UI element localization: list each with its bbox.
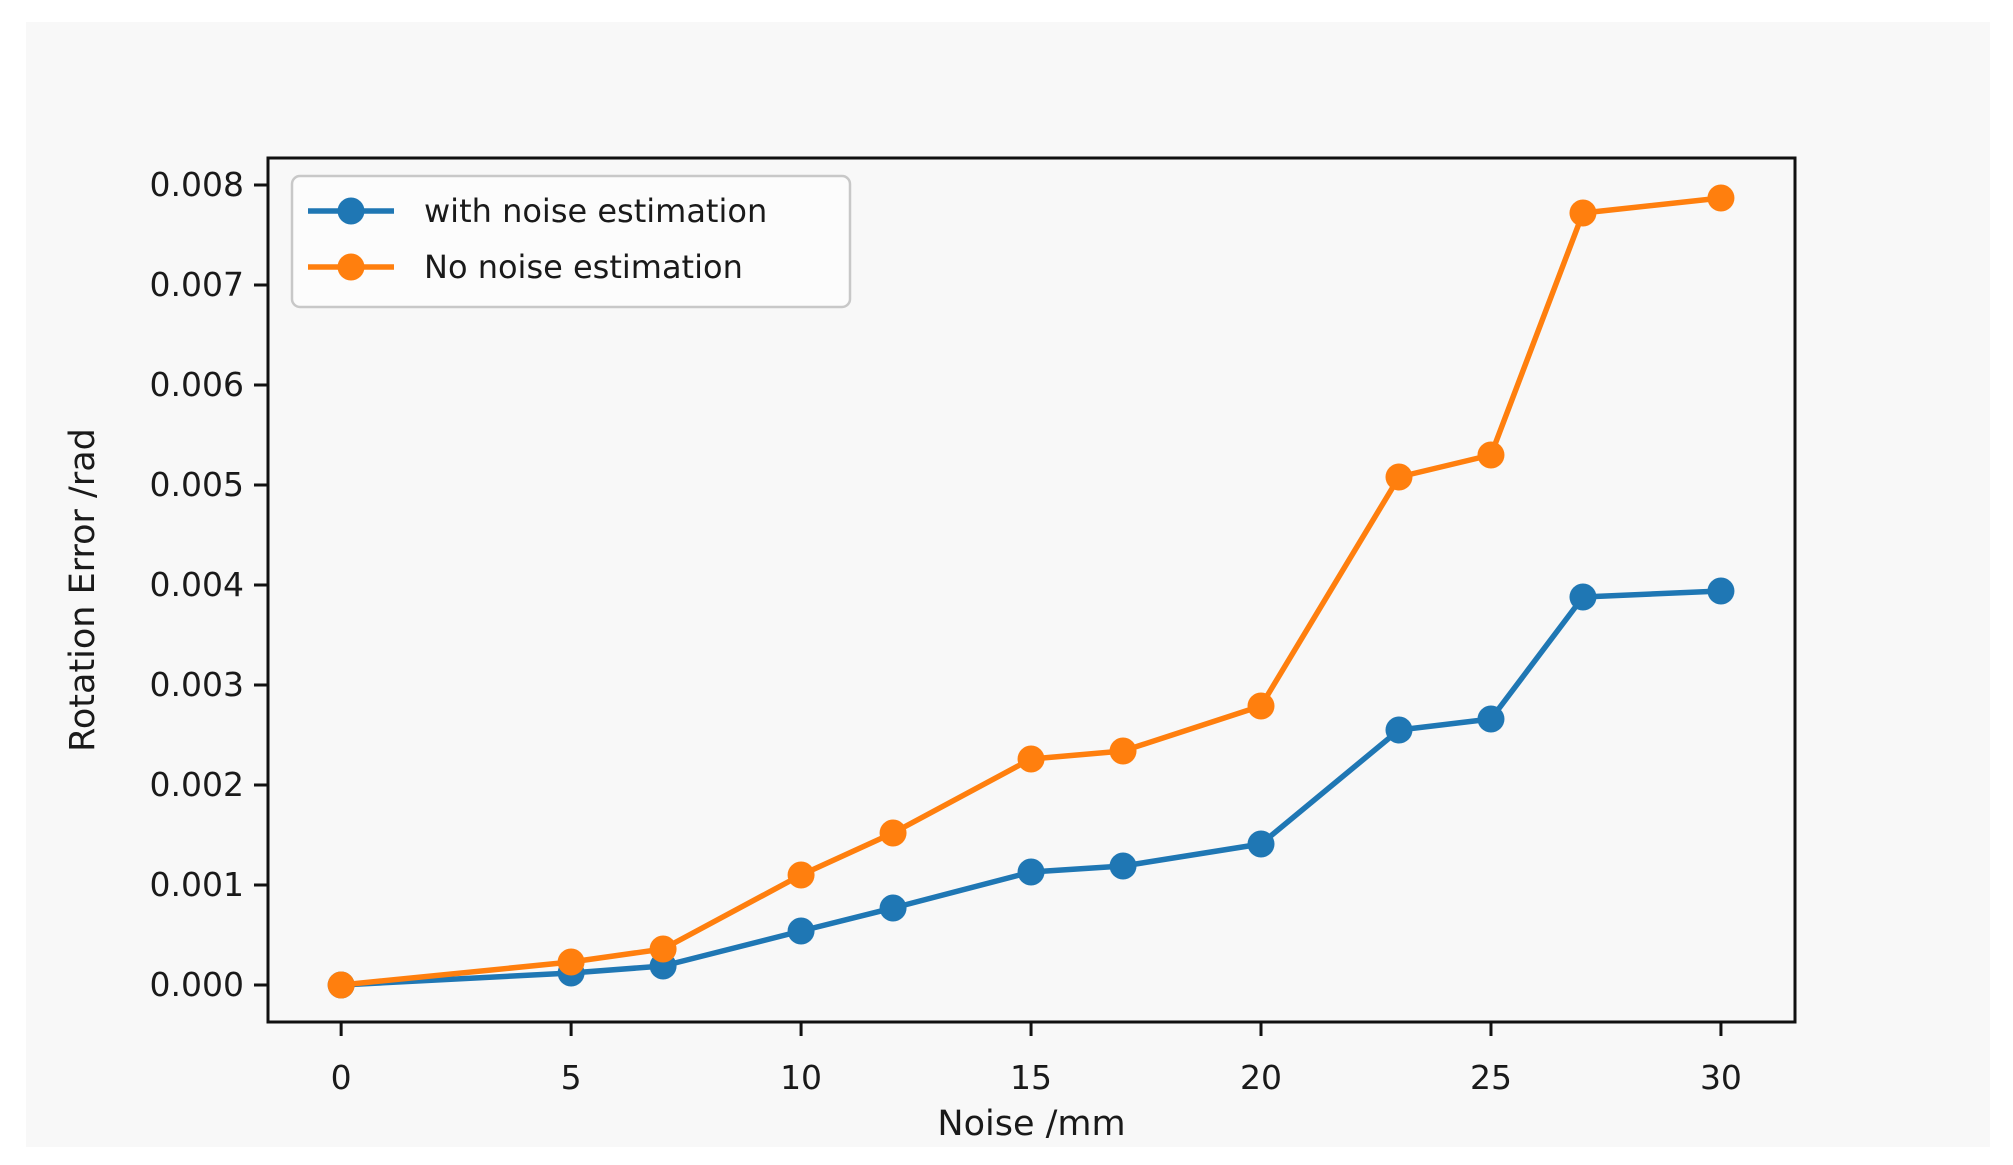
legend-label: with noise estimation [424, 192, 767, 230]
legend-marker-icon [337, 197, 365, 225]
data-point-0-11 [1707, 577, 1735, 605]
x-tick-label: 0 [331, 1058, 352, 1097]
legend-marker-icon [337, 253, 365, 281]
y-tick-label: 0.001 [150, 865, 244, 904]
data-point-1-7 [1247, 692, 1275, 720]
data-point-0-5 [1017, 858, 1045, 886]
x-axis-ticks: 0 5 10 15 20 25 30 [331, 1022, 1742, 1097]
data-point-1-11 [1707, 184, 1735, 212]
data-point-0-9 [1477, 705, 1505, 733]
series-line-1 [338, 195, 1724, 988]
data-point-1-2 [649, 935, 677, 963]
y-tick-label: 0.002 [150, 765, 244, 804]
y-tick-label: 0.003 [150, 665, 244, 704]
data-point-1-9 [1477, 441, 1505, 469]
y-axis-ticks: 0.000 0.001 0.002 0.003 0.004 0.005 0.006 0.007… [150, 165, 268, 1004]
x-axis-title: Noise /mm [937, 1104, 1125, 1144]
data-point-0-10 [1569, 583, 1597, 611]
legend-label: No noise estimation [424, 248, 743, 286]
legend-box [290, 174, 852, 309]
y-tick-label: 0.007 [150, 265, 244, 304]
x-tick-label: 25 [1470, 1058, 1512, 1097]
x-tick-label: 30 [1700, 1058, 1742, 1097]
x-tick-label: 20 [1240, 1058, 1282, 1097]
y-tick-label: 0.000 [150, 965, 244, 1004]
series-line-0 [338, 588, 1724, 988]
y-tick-label: 0.006 [150, 365, 244, 404]
data-point-0-7 [1247, 830, 1275, 858]
legend-entry-0: with noise estimation [308, 192, 767, 230]
y-tick-label: 0.004 [150, 565, 244, 604]
data-point-0-4 [879, 894, 907, 922]
data-point-1-4 [879, 819, 907, 847]
data-point-0-6 [1109, 852, 1137, 880]
data-point-1-6 [1109, 737, 1137, 765]
data-point-1-8 [1385, 463, 1413, 491]
x-tick-label: 10 [780, 1058, 822, 1097]
y-tick-label: 0.005 [150, 465, 244, 504]
data-point-1-10 [1569, 199, 1597, 227]
y-axis-title: Rotation Error /rad [63, 428, 103, 752]
x-tick-label: 15 [1010, 1058, 1052, 1097]
legend: with noise estimation No noise estimation [290, 174, 852, 309]
data-point-1-0 [327, 971, 355, 999]
data-point-0-3 [787, 917, 815, 945]
data-point-0-8 [1385, 716, 1413, 744]
data-point-1-3 [787, 861, 815, 889]
legend-entry-1: No noise estimation [308, 248, 743, 286]
data-series [327, 184, 1735, 999]
y-tick-label: 0.008 [150, 165, 244, 204]
data-point-1-1 [557, 948, 585, 976]
data-point-1-5 [1017, 745, 1045, 773]
x-tick-label: 5 [561, 1058, 582, 1097]
